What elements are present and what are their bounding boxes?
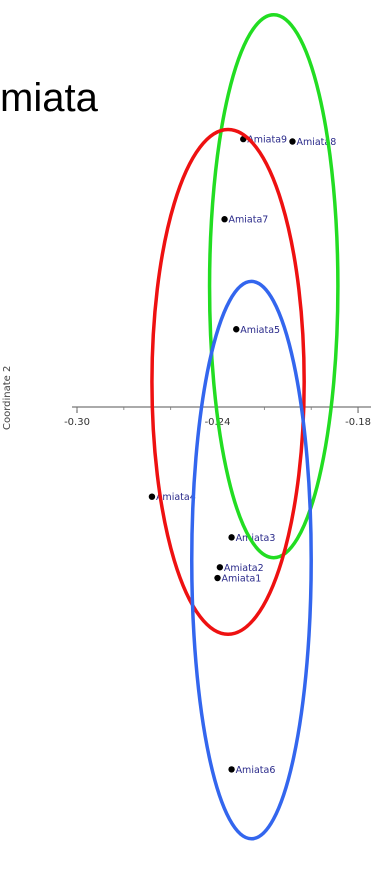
x-tick-label: -0.18 (345, 417, 371, 428)
group-ellipse (207, 12, 340, 560)
data-point-label: Amiata7 (229, 215, 269, 226)
data-point (216, 564, 224, 571)
data-point-label: Amiata1 (222, 574, 262, 585)
data-point-label: Amiata2 (224, 563, 264, 574)
group-ellipse (190, 279, 313, 841)
data-point (228, 534, 235, 541)
group-ellipse (150, 127, 306, 636)
data-point-label: Amiata5 (240, 325, 280, 336)
data-point-label: Amiata3 (236, 533, 276, 544)
data-point (221, 216, 228, 223)
confidence-ellipses (150, 12, 340, 841)
data-point (289, 138, 296, 145)
data-point-label: Amiata9 (247, 135, 287, 146)
data-point-label: Amiata6 (236, 765, 276, 776)
data-point (214, 574, 221, 582)
data-point (233, 326, 240, 333)
slide-title-fragment: miata (0, 76, 98, 120)
data-point-label: Amiata8 (296, 137, 336, 148)
data-points: Amiata9 Amiata8 Amiata7 Amiata5 Amiata4 Amiat… (148, 135, 336, 776)
data-point (148, 493, 156, 500)
data-point (228, 766, 235, 773)
x-tick-label: -0.30 (64, 417, 90, 428)
data-point-label: Amiata4 (156, 492, 196, 503)
